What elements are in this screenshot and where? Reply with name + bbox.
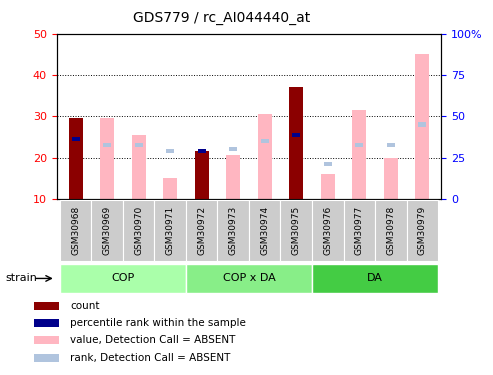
Bar — [261, 139, 269, 143]
Bar — [100, 118, 114, 199]
Bar — [419, 123, 426, 127]
Bar — [217, 200, 249, 261]
Bar — [132, 135, 146, 199]
Bar — [163, 178, 177, 199]
Bar — [69, 118, 83, 199]
Bar — [312, 264, 438, 293]
Bar — [71, 139, 79, 143]
Bar — [123, 200, 154, 261]
Bar — [71, 137, 79, 141]
Bar — [186, 200, 217, 261]
Text: GSM30977: GSM30977 — [355, 206, 364, 255]
Bar — [324, 162, 332, 166]
Bar — [186, 264, 312, 293]
Bar — [60, 264, 186, 293]
Text: GSM30978: GSM30978 — [387, 206, 395, 255]
Bar — [34, 354, 59, 362]
Text: GSM30972: GSM30972 — [197, 206, 206, 255]
Text: percentile rank within the sample: percentile rank within the sample — [70, 318, 246, 328]
Bar — [249, 200, 281, 261]
Bar — [34, 319, 59, 327]
Text: GSM30970: GSM30970 — [134, 206, 143, 255]
Text: GDS779 / rc_AI044440_at: GDS779 / rc_AI044440_at — [133, 11, 311, 25]
Bar — [352, 110, 366, 199]
Bar — [407, 200, 438, 261]
Bar — [198, 149, 206, 153]
Text: GSM30971: GSM30971 — [166, 206, 175, 255]
Text: GSM30969: GSM30969 — [103, 206, 111, 255]
Bar — [135, 143, 142, 147]
Bar — [60, 200, 91, 261]
Bar — [312, 200, 344, 261]
Text: count: count — [70, 301, 100, 311]
Bar — [281, 200, 312, 261]
Bar — [344, 200, 375, 261]
Bar — [195, 151, 209, 199]
Text: COP: COP — [111, 273, 135, 284]
Bar — [289, 87, 303, 199]
Text: GSM30968: GSM30968 — [71, 206, 80, 255]
Bar — [226, 155, 240, 199]
Bar — [166, 149, 174, 153]
Bar — [415, 54, 429, 199]
Bar — [320, 174, 335, 199]
Bar — [229, 147, 237, 151]
Bar — [355, 143, 363, 147]
Bar — [384, 158, 398, 199]
Text: GSM30973: GSM30973 — [229, 206, 238, 255]
Text: GSM30979: GSM30979 — [418, 206, 427, 255]
Bar — [292, 133, 300, 137]
Text: strain: strain — [5, 273, 37, 284]
Text: value, Detection Call = ABSENT: value, Detection Call = ABSENT — [70, 335, 235, 345]
Bar — [91, 200, 123, 261]
Text: DA: DA — [367, 273, 383, 284]
Text: GSM30976: GSM30976 — [323, 206, 332, 255]
Text: rank, Detection Call = ABSENT: rank, Detection Call = ABSENT — [70, 352, 230, 363]
Bar — [34, 336, 59, 344]
Bar — [387, 143, 395, 147]
Text: GSM30974: GSM30974 — [260, 206, 269, 255]
Bar — [375, 200, 407, 261]
Bar — [258, 114, 272, 199]
Bar — [34, 302, 59, 310]
Bar — [292, 133, 300, 137]
Text: GSM30975: GSM30975 — [292, 206, 301, 255]
Bar — [103, 143, 111, 147]
Text: COP x DA: COP x DA — [223, 273, 275, 284]
Bar — [154, 200, 186, 261]
